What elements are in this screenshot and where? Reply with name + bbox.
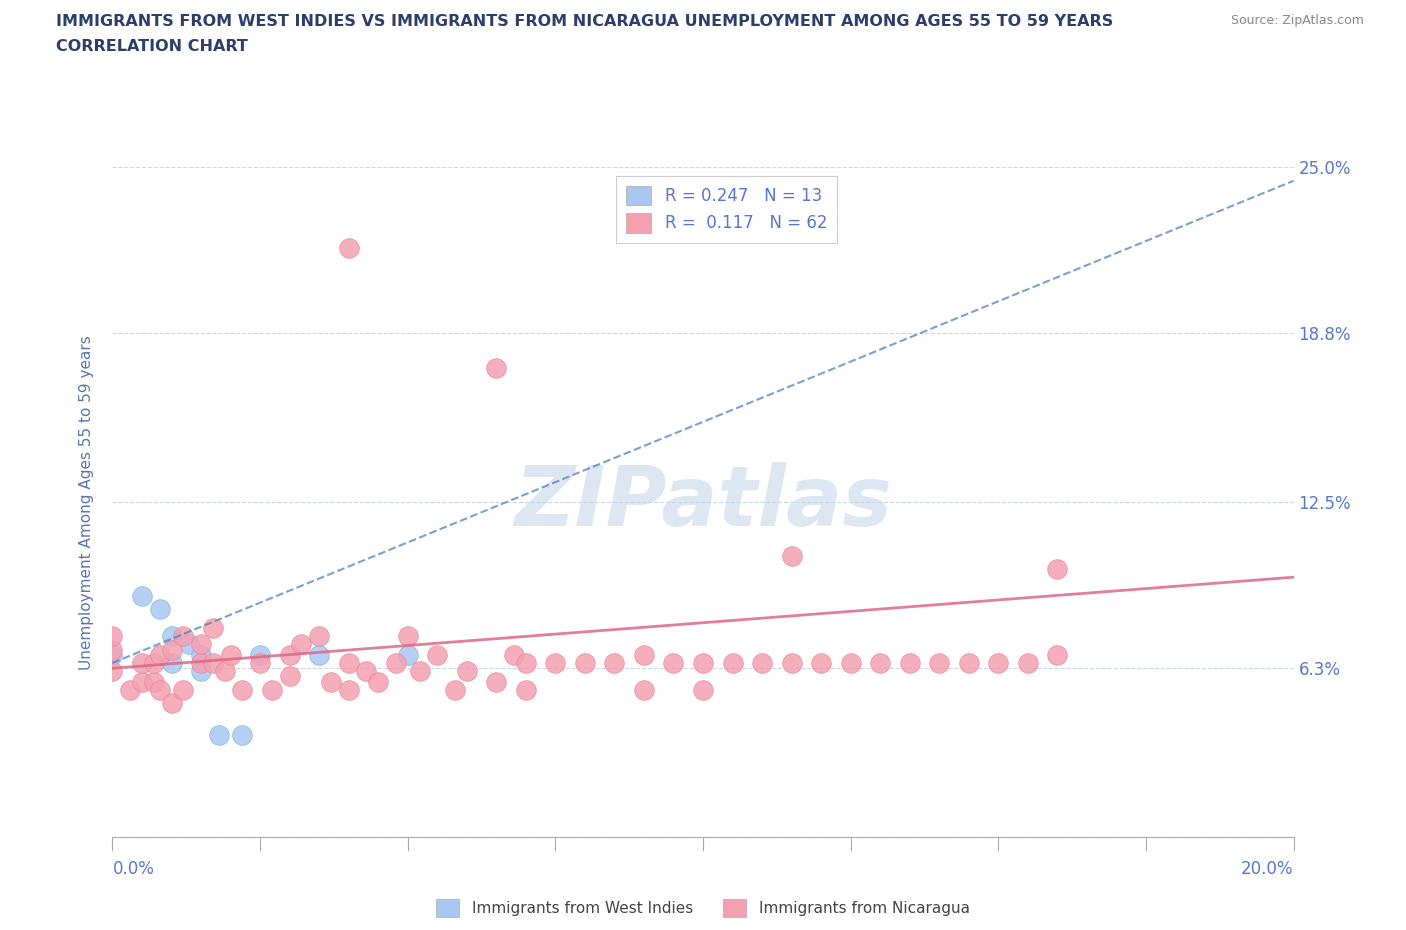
- Point: [190, 637, 212, 652]
- Text: Source: ZipAtlas.com: Source: ZipAtlas.com: [1230, 14, 1364, 27]
- Point: [957, 656, 980, 671]
- Point: [172, 683, 194, 698]
- Point: [131, 589, 153, 604]
- Point: [444, 683, 467, 698]
- Point: [408, 663, 430, 678]
- Point: [160, 642, 183, 657]
- Text: IMMIGRANTS FROM WEST INDIES VS IMMIGRANTS FROM NICARAGUA UNEMPLOYMENT AMONG AGES: IMMIGRANTS FROM WEST INDIES VS IMMIGRANT…: [56, 14, 1114, 29]
- Point: [278, 647, 301, 662]
- Point: [367, 674, 389, 689]
- Point: [249, 656, 271, 671]
- Point: [249, 647, 271, 662]
- Text: ZIPatlas: ZIPatlas: [515, 461, 891, 543]
- Point: [1046, 647, 1069, 662]
- Point: [214, 663, 236, 678]
- Point: [201, 620, 224, 635]
- Point: [231, 683, 253, 698]
- Point: [179, 637, 201, 652]
- Point: [208, 728, 231, 743]
- Point: [172, 629, 194, 644]
- Point: [120, 683, 142, 698]
- Point: [231, 728, 253, 743]
- Point: [987, 656, 1010, 671]
- Point: [810, 656, 832, 671]
- Point: [149, 602, 172, 617]
- Point: [574, 656, 596, 671]
- Point: [751, 656, 773, 671]
- Text: CORRELATION CHART: CORRELATION CHART: [56, 39, 247, 54]
- Point: [662, 656, 685, 671]
- Point: [692, 656, 714, 671]
- Point: [101, 642, 124, 657]
- Text: 0.0%: 0.0%: [112, 860, 155, 878]
- Point: [142, 656, 165, 671]
- Point: [160, 656, 183, 671]
- Point: [456, 663, 478, 678]
- Point: [780, 656, 803, 671]
- Point: [160, 696, 183, 711]
- Point: [544, 656, 567, 671]
- Point: [337, 240, 360, 255]
- Point: [149, 647, 172, 662]
- Point: [101, 663, 124, 678]
- Point: [337, 656, 360, 671]
- Point: [692, 683, 714, 698]
- Point: [426, 647, 449, 662]
- Text: 20.0%: 20.0%: [1241, 860, 1294, 878]
- Point: [278, 669, 301, 684]
- Point: [515, 683, 537, 698]
- Point: [633, 683, 655, 698]
- Point: [337, 683, 360, 698]
- Point: [201, 656, 224, 671]
- Point: [385, 656, 408, 671]
- Point: [160, 629, 183, 644]
- Point: [101, 647, 124, 662]
- Point: [869, 656, 891, 671]
- Point: [396, 647, 419, 662]
- Point: [485, 361, 508, 376]
- Point: [503, 647, 526, 662]
- Point: [633, 647, 655, 662]
- Point: [149, 683, 172, 698]
- Point: [898, 656, 921, 671]
- Point: [928, 656, 950, 671]
- Point: [260, 683, 283, 698]
- Point: [190, 663, 212, 678]
- Point: [101, 629, 124, 644]
- Point: [721, 656, 744, 671]
- Point: [780, 549, 803, 564]
- Point: [308, 629, 330, 644]
- Point: [1017, 656, 1039, 671]
- Point: [396, 629, 419, 644]
- Y-axis label: Unemployment Among Ages 55 to 59 years: Unemployment Among Ages 55 to 59 years: [79, 335, 94, 670]
- Point: [356, 663, 378, 678]
- Point: [319, 674, 342, 689]
- Point: [142, 674, 165, 689]
- Point: [290, 637, 312, 652]
- Point: [131, 674, 153, 689]
- Legend: Immigrants from West Indies, Immigrants from Nicaragua: Immigrants from West Indies, Immigrants …: [430, 893, 976, 923]
- Point: [219, 647, 242, 662]
- Point: [190, 647, 212, 662]
- Point: [131, 656, 153, 671]
- Point: [485, 674, 508, 689]
- Point: [190, 656, 212, 671]
- Point: [308, 647, 330, 662]
- Point: [515, 656, 537, 671]
- Point: [1046, 562, 1069, 577]
- Point: [839, 656, 862, 671]
- Point: [603, 656, 626, 671]
